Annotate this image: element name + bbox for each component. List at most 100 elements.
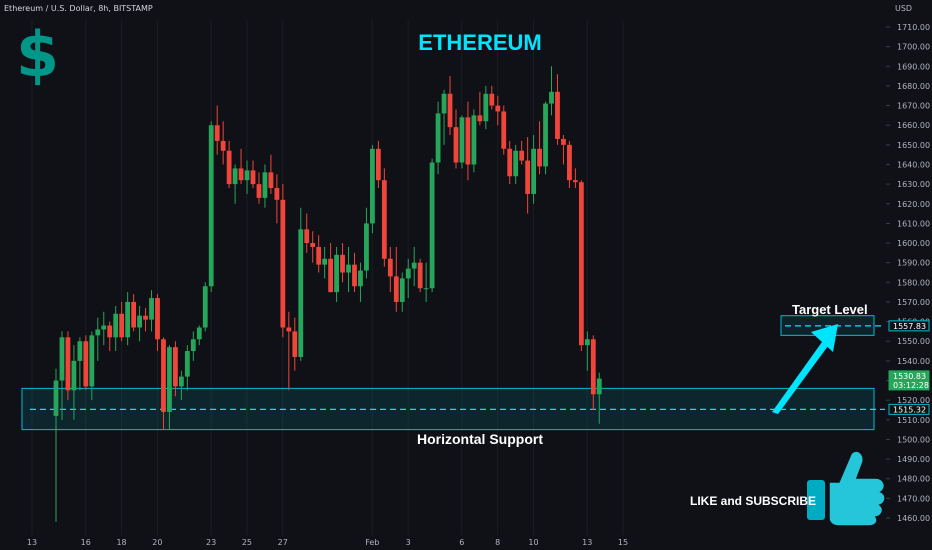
candle	[196, 325, 202, 346]
candle	[584, 331, 590, 371]
candle-body	[399, 278, 405, 302]
candle	[507, 140, 513, 185]
candle-body	[507, 148, 513, 177]
candle	[173, 341, 178, 397]
price-tick-label: 1630.00	[897, 180, 930, 189]
candle	[578, 180, 584, 352]
candle-body	[429, 162, 435, 289]
candle-body	[107, 325, 113, 338]
candle	[477, 91, 483, 126]
candle	[238, 148, 244, 185]
candle	[262, 164, 268, 208]
candle-body	[352, 264, 357, 287]
price-tick-label: 1520.00	[897, 396, 930, 405]
candle	[364, 207, 369, 279]
candle-body	[387, 258, 393, 277]
candle-body	[95, 329, 101, 336]
dollar-logo: $	[16, 18, 60, 91]
time-axis[interactable]: 13 16 18 20 23 25 27 Feb 3 6 8 10 13 15	[27, 538, 628, 547]
candle	[149, 290, 154, 332]
time-tick-label: 13	[582, 538, 592, 547]
candle-body	[83, 341, 89, 387]
candle	[375, 140, 381, 189]
price-tick-label: 1650.00	[897, 141, 930, 150]
candle-body	[131, 301, 137, 328]
candle	[441, 89, 447, 145]
candle	[340, 243, 345, 283]
candle-body	[143, 315, 148, 320]
candle	[89, 331, 95, 401]
price-tick-label: 1460.00	[897, 514, 930, 523]
price-tick-label: 1640.00	[897, 160, 930, 169]
candle	[411, 246, 417, 287]
candle-body	[167, 347, 172, 412]
candle-body	[543, 103, 548, 167]
candle-body	[501, 111, 507, 149]
candle-body	[202, 286, 208, 328]
candle	[358, 262, 363, 302]
time-tick-label: 16	[81, 538, 91, 547]
candle	[316, 235, 322, 273]
candle	[178, 370, 184, 401]
cta-label: LIKE and SUBSCRIBE	[690, 494, 817, 508]
time-tick-label: 15	[618, 538, 628, 547]
candle	[298, 207, 304, 361]
candle	[489, 85, 495, 110]
candle-body	[256, 184, 262, 198]
candle	[59, 331, 65, 420]
price-tag-text: 1530.83	[893, 372, 926, 381]
price-tick-label: 1700.00	[897, 43, 930, 52]
candle-body	[477, 115, 483, 122]
time-tick-label: 3	[406, 538, 411, 547]
candle-body	[244, 170, 250, 181]
candle	[590, 335, 596, 410]
candle-body	[555, 91, 560, 139]
time-tick-label: 27	[278, 538, 288, 547]
candle	[214, 105, 220, 155]
candle	[220, 121, 226, 165]
candle-body	[149, 298, 154, 320]
candle	[531, 135, 536, 204]
price-tick-label: 1710.00	[897, 23, 930, 32]
price-tick-label: 1550.00	[897, 337, 930, 346]
candle	[334, 246, 339, 302]
candle	[447, 76, 453, 136]
price-tick-label: 1670.00	[897, 102, 930, 111]
candle	[310, 231, 316, 263]
price-axis[interactable]: 1460.00 1470.00 1480.00 1490.00 1500.00 1510.…	[886, 23, 930, 523]
candle-body	[316, 246, 322, 265]
time-tick-label: 10	[528, 538, 538, 547]
candle-body	[567, 144, 572, 181]
candle	[429, 158, 435, 293]
time-tick-label: 6	[459, 538, 464, 547]
price-tick-label: 1490.00	[897, 455, 930, 464]
candle	[381, 168, 387, 267]
candle-body	[304, 229, 310, 244]
candle-body	[232, 168, 238, 185]
candle	[519, 140, 525, 165]
candle	[137, 305, 142, 342]
support-zone-box[interactable]	[21, 387, 875, 431]
candle-body	[137, 315, 142, 328]
candle-body	[77, 341, 83, 361]
time-tick-label: 25	[242, 538, 252, 547]
chart-title: ETHEREUM	[418, 30, 542, 55]
candle-body	[459, 117, 465, 163]
candle-body	[220, 140, 226, 151]
candle	[256, 172, 262, 204]
time-tick-label: 20	[152, 538, 162, 547]
candle	[435, 101, 441, 175]
candle	[77, 337, 83, 391]
candle	[71, 345, 77, 420]
candle-body	[322, 258, 328, 265]
candle-body	[113, 313, 119, 338]
price-tick-label: 1510.00	[897, 416, 930, 425]
candle	[125, 292, 131, 346]
candle-body	[59, 337, 65, 381]
candle	[226, 140, 232, 189]
candle	[161, 337, 166, 430]
support-label: Horizontal Support	[417, 431, 543, 447]
candle-body	[334, 254, 339, 293]
candle-body	[561, 138, 566, 145]
